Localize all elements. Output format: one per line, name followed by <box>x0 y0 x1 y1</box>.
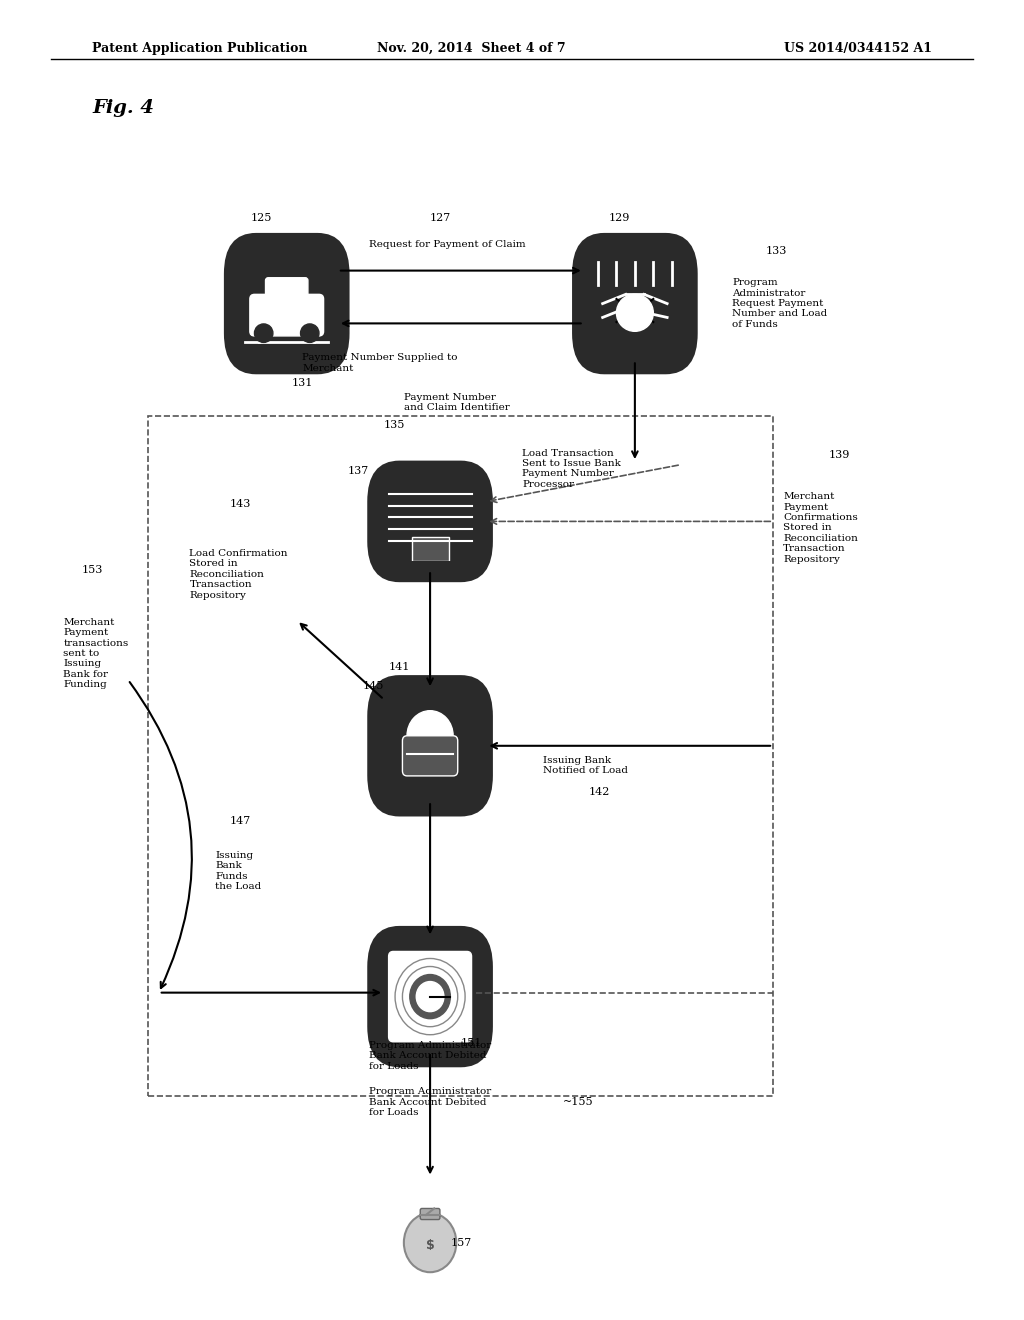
Text: Program Administrator
Bank Account Debited
for Loads: Program Administrator Bank Account Debit… <box>369 1041 490 1071</box>
Text: Program Administrator
Bank Account Debited
for Loads: Program Administrator Bank Account Debit… <box>369 1088 490 1117</box>
Text: 137: 137 <box>348 466 369 477</box>
Text: Issuing Bank
Notified of Load: Issuing Bank Notified of Load <box>543 756 628 775</box>
FancyBboxPatch shape <box>369 462 492 581</box>
FancyBboxPatch shape <box>573 235 696 372</box>
Text: 147: 147 <box>230 816 251 826</box>
Text: 153: 153 <box>82 565 102 576</box>
Text: Payment Number
and Claim Identifier: Payment Number and Claim Identifier <box>404 393 510 412</box>
Text: Merchant
Payment
transactions
sent to
Issuing
Bank for
Funding: Merchant Payment transactions sent to Is… <box>63 618 129 689</box>
Text: 142: 142 <box>589 787 609 797</box>
Text: 135: 135 <box>384 420 404 430</box>
Text: Load Confirmation
Stored in
Reconciliation
Transaction
Repository: Load Confirmation Stored in Reconciliati… <box>189 549 288 599</box>
Text: Nov. 20, 2014  Sheet 4 of 7: Nov. 20, 2014 Sheet 4 of 7 <box>377 42 565 55</box>
Text: Merchant
Payment
Confirmations
Stored in
Reconciliation
Transaction
Repository: Merchant Payment Confirmations Stored in… <box>783 492 858 564</box>
Text: Load Transaction
Sent to Issue Bank
Payment Number
Processor: Load Transaction Sent to Issue Bank Paym… <box>522 449 622 488</box>
Text: Payment Number Supplied to
Merchant: Payment Number Supplied to Merchant <box>302 354 458 372</box>
Text: 127: 127 <box>430 213 451 223</box>
Text: 143: 143 <box>230 499 251 510</box>
FancyBboxPatch shape <box>225 235 348 372</box>
Text: ~155: ~155 <box>563 1097 594 1107</box>
Text: Fig. 4: Fig. 4 <box>92 99 155 117</box>
Text: 157: 157 <box>451 1238 471 1249</box>
Text: 139: 139 <box>829 450 850 461</box>
Text: US 2014/0344152 A1: US 2014/0344152 A1 <box>783 42 932 55</box>
Text: Request for Payment of Claim: Request for Payment of Claim <box>369 240 525 248</box>
Text: Program
Administrator
Request Payment
Number and Load
of Funds: Program Administrator Request Payment Nu… <box>732 279 827 329</box>
Text: 133: 133 <box>766 246 786 256</box>
Text: 141: 141 <box>389 661 410 672</box>
Text: 129: 129 <box>609 213 630 223</box>
Text: 125: 125 <box>251 213 271 223</box>
FancyBboxPatch shape <box>369 676 492 814</box>
FancyBboxPatch shape <box>369 927 492 1067</box>
Text: Issuing
Bank
Funds
the Load: Issuing Bank Funds the Load <box>215 851 261 891</box>
Text: 131: 131 <box>292 378 312 388</box>
Text: 145: 145 <box>364 681 384 692</box>
Text: Patent Application Publication: Patent Application Publication <box>92 42 307 55</box>
Text: 151: 151 <box>461 1038 481 1048</box>
